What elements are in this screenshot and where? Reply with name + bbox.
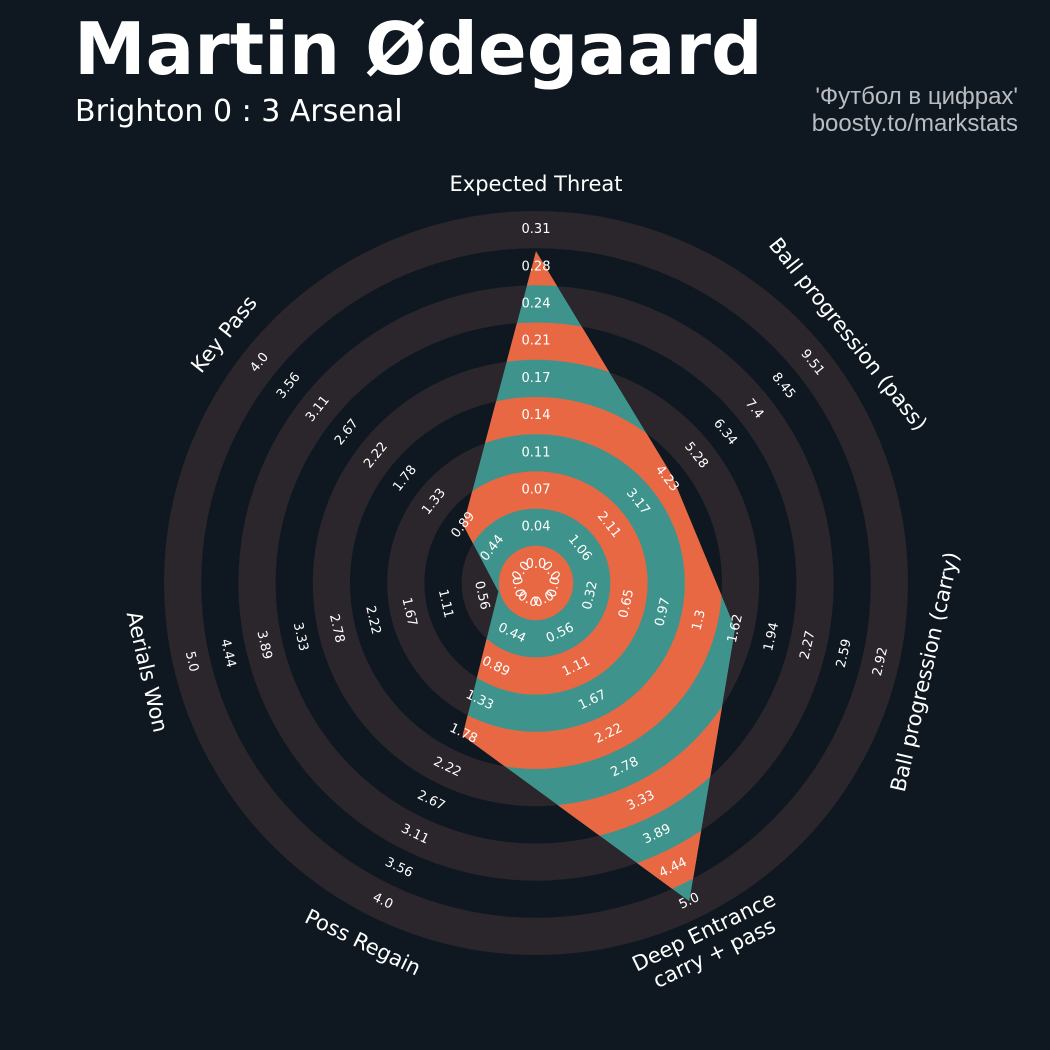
tick-label: 1.11	[435, 588, 456, 620]
tick-label: 8.45	[768, 370, 798, 402]
credit-line-1: 'Футбол в цифрах'	[815, 83, 1018, 110]
credit-line-2: boosty.to/markstats	[811, 110, 1018, 137]
tick-label: 0.21	[522, 334, 551, 349]
param-label: Expected Threat	[450, 172, 623, 196]
tick-label: 0.65	[616, 588, 637, 620]
tick-label: 1.3	[690, 608, 709, 632]
tick-label: 2.92	[870, 646, 891, 678]
tick-label: 0.04	[522, 520, 551, 535]
tick-label: 0.28	[522, 259, 551, 274]
tick-label: 3.56	[383, 855, 416, 881]
param-label: Aerials Won	[122, 609, 173, 735]
tick-label: 6.34	[710, 416, 740, 448]
tick-label: 0.32	[580, 580, 601, 612]
tick-label: 0.0	[545, 575, 564, 599]
tick-label: 4.44	[217, 638, 238, 670]
tick-label: 1.94	[761, 621, 782, 653]
tick-label: 1.78	[390, 463, 420, 495]
tick-label: 2.67	[332, 416, 362, 448]
tick-label: 1.62	[725, 613, 746, 645]
inner-band	[498, 545, 574, 621]
tick-labels: 0.0 0.04 0.07 0.11 0.14 0.17 0.21 0.24 0.28 0.31 0…	[182, 222, 891, 913]
tick-label: 2.67	[415, 788, 448, 814]
tick-label: 0.0	[508, 575, 527, 599]
tick-label: 0.97	[652, 596, 673, 628]
tick-label: 0.24	[522, 297, 551, 312]
tick-label: 0.17	[522, 371, 551, 386]
match-subtitle: Brighton 0 : 3 Arsenal	[75, 94, 403, 129]
tick-label: 3.56	[274, 370, 304, 402]
tick-label: 3.89	[253, 629, 274, 661]
page-title: Martin Ødegaard	[74, 7, 763, 91]
tick-label: 2.59	[834, 638, 855, 670]
tick-label: 2.22	[362, 604, 383, 636]
tick-label: 2.27	[797, 629, 818, 661]
tick-label: 5.0	[182, 650, 201, 674]
tick-label: 0.14	[522, 408, 551, 423]
tick-label: 0.56	[471, 580, 492, 612]
tick-label: 0.11	[522, 445, 551, 460]
tick-label: 1.67	[399, 596, 420, 628]
tick-label: 0.07	[522, 483, 551, 498]
tick-label: 0.0	[526, 557, 547, 572]
tick-label: 2.78	[326, 613, 347, 645]
tick-label: 0.31	[522, 222, 551, 237]
tick-label: 3.33	[290, 621, 311, 653]
